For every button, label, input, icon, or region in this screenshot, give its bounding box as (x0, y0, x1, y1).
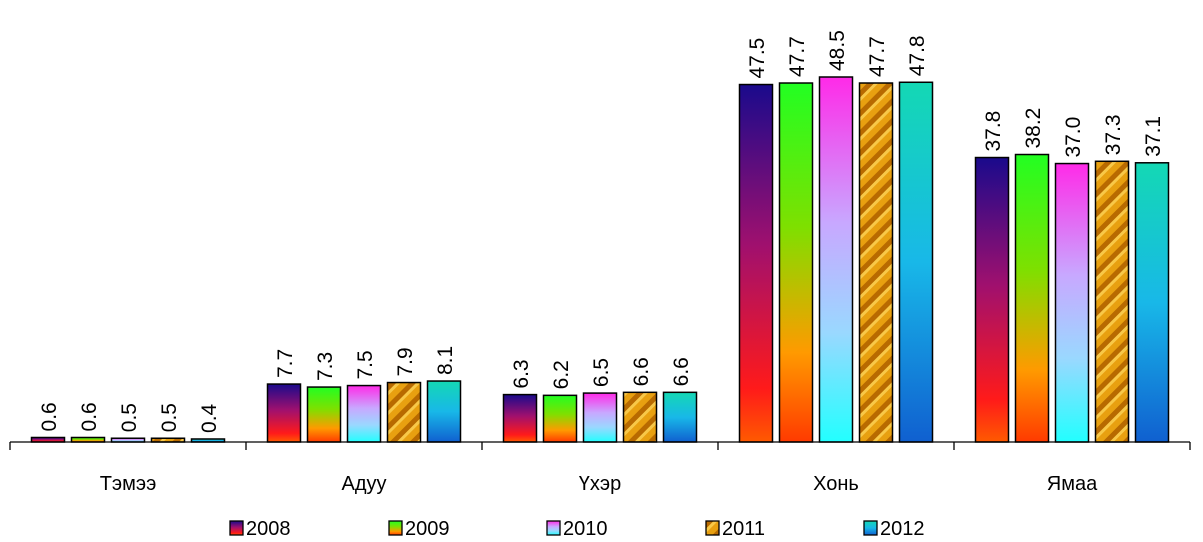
bar-2012-2 (662, 391, 698, 443)
data-label: 47.8 (906, 35, 929, 76)
data-label: 7.7 (274, 349, 297, 378)
bar-2009-0 (70, 436, 106, 443)
bar-2012-1 (426, 380, 462, 443)
bar-2010-2 (582, 392, 618, 443)
data-labels-layer: 0.6 7.7 6.3 47.5 37.8 0.6 7.3 6.2 47.7 38.2 0.5 7.5… (38, 30, 1165, 433)
bar-2009-1 (306, 386, 342, 443)
data-label: 48.5 (826, 30, 849, 71)
data-label: 0.6 (78, 402, 101, 431)
data-label: 0.5 (118, 403, 141, 432)
bar-2009-3 (778, 82, 814, 443)
data-label: 37.1 (1142, 116, 1165, 157)
data-label: 47.7 (866, 36, 889, 77)
legend-swatch-2008 (229, 520, 244, 536)
data-label: 37.3 (1102, 114, 1125, 155)
data-label: 47.5 (746, 38, 769, 79)
data-label: 0.4 (198, 403, 221, 433)
data-label: 7.5 (354, 350, 377, 379)
data-label: 38.2 (1022, 108, 1045, 149)
legend-label-2008: 2008 (246, 518, 291, 540)
bar-2011-1 (386, 381, 422, 443)
x-tick-label: Хонь (813, 473, 859, 495)
bar-2008-2 (502, 393, 538, 443)
x-axis: Тэмээ Адуу Үхэр Хонь Ямаа (9, 441, 1191, 495)
legend-label-2010: 2010 (563, 518, 608, 540)
bar-2010-3 (818, 76, 854, 443)
x-tick-label: Тэмээ (100, 473, 157, 495)
x-tick-label: Адуу (341, 473, 386, 495)
bar-2009-4 (1014, 153, 1050, 443)
legend-swatch-2010 (546, 520, 561, 536)
data-label: 6.2 (550, 360, 573, 389)
data-label: 7.3 (314, 352, 337, 381)
data-label: 8.1 (434, 346, 457, 375)
x-tick-label: Ямаа (1047, 473, 1098, 495)
data-label: 47.7 (786, 36, 809, 77)
bar-2008-0 (30, 436, 66, 443)
data-label: 37.0 (1062, 117, 1085, 158)
legend-label-2009: 2009 (405, 518, 450, 540)
data-label: 7.9 (394, 347, 417, 376)
legend: 2008 2009 2010 2011 2012 (229, 518, 925, 540)
data-label: 6.5 (590, 358, 613, 387)
bar-2012-3 (898, 81, 934, 443)
bar-2010-1 (346, 384, 382, 443)
bar-2011-4 (1094, 160, 1130, 443)
data-label: 6.3 (510, 359, 533, 388)
bar-2012-4 (1134, 162, 1170, 443)
bar-2009-2 (542, 394, 578, 443)
legend-swatch-2011 (705, 520, 720, 536)
bar-2008-3 (738, 83, 774, 443)
data-label: 37.8 (982, 111, 1005, 152)
x-tick-label: Үхэр (579, 473, 621, 495)
bars-layer (30, 76, 1170, 443)
bar-2010-4 (1054, 162, 1090, 443)
data-label: 6.6 (630, 357, 653, 386)
legend-label-2011: 2011 (722, 518, 765, 540)
legend-swatch-2012 (863, 520, 878, 536)
bar-2008-1 (266, 383, 302, 443)
legend-swatch-2009 (388, 520, 403, 536)
legend-label-2012: 2012 (880, 518, 925, 540)
data-label: 0.5 (158, 403, 181, 432)
data-label: 6.6 (670, 357, 693, 386)
bar-2011-3 (858, 82, 894, 443)
bar-2011-2 (622, 391, 658, 443)
data-label: 0.6 (38, 402, 61, 431)
bar-2008-4 (974, 156, 1010, 443)
